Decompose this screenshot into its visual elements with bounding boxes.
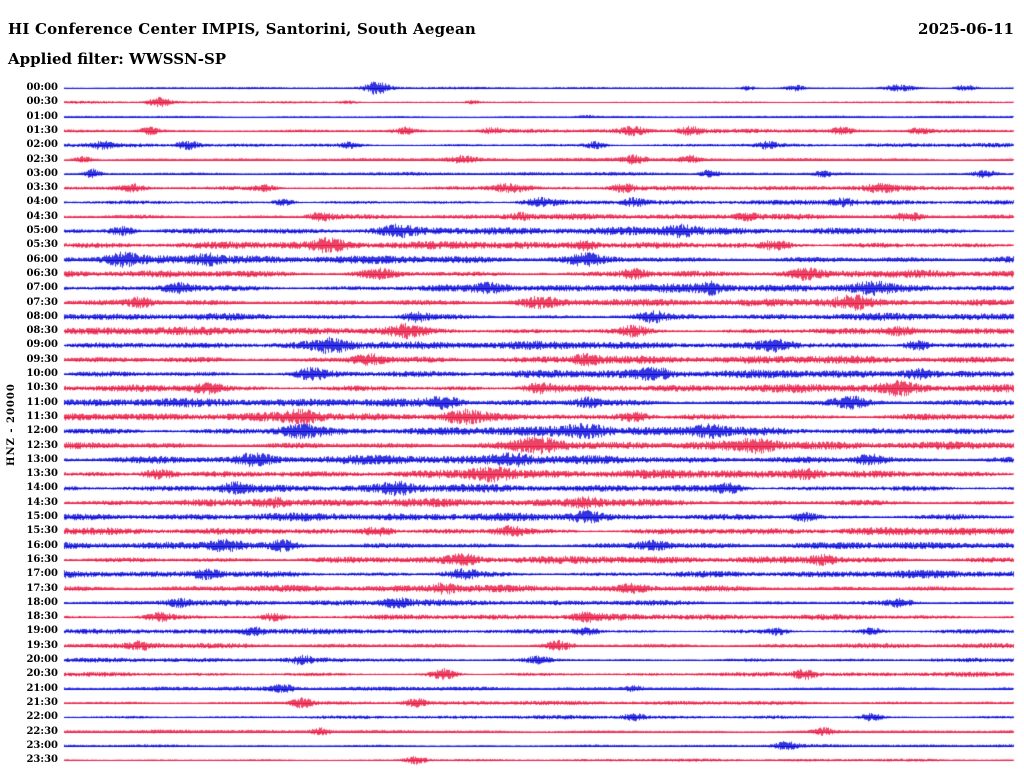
time-label: 06:30 [26, 267, 58, 279]
time-label: 15:00 [26, 511, 58, 522]
time-label: 00:00 [26, 82, 58, 93]
time-label: 06:00 [26, 253, 58, 265]
time-label: 02:00 [26, 139, 58, 151]
time-label: 21:30 [26, 696, 58, 708]
time-label: 09:30 [26, 353, 58, 365]
time-label: 08:30 [26, 325, 58, 337]
time-label: 12:00 [26, 425, 58, 437]
time-label: 14:30 [26, 496, 58, 508]
time-label: 20:00 [26, 654, 58, 665]
time-label: 10:00 [26, 368, 58, 379]
time-label: 13:30 [26, 468, 58, 480]
time-label: 22:30 [26, 725, 58, 737]
time-label: 08:00 [26, 310, 58, 322]
time-label: 12:30 [26, 439, 58, 451]
time-label: 13:00 [26, 453, 58, 465]
time-label: 03:30 [26, 182, 58, 194]
time-label: 07:30 [26, 296, 58, 308]
time-label: 04:30 [26, 210, 58, 222]
time-label: 05:30 [26, 239, 58, 251]
time-label: 19:00 [26, 625, 58, 637]
time-label: 18:00 [26, 596, 58, 608]
time-label: 20:30 [26, 668, 58, 680]
time-label: 19:30 [26, 639, 58, 651]
time-label: 05:00 [26, 225, 58, 236]
time-label: 02:30 [26, 153, 58, 165]
time-label: 01:00 [26, 110, 58, 122]
time-label: 18:30 [26, 611, 58, 623]
time-label: 03:00 [26, 167, 58, 179]
time-label: 11:00 [26, 396, 58, 408]
time-label: 23:00 [26, 739, 58, 751]
time-label: 04:00 [26, 196, 58, 208]
time-label: 22:00 [26, 711, 58, 723]
time-label: 09:00 [26, 339, 58, 351]
time-label: 23:30 [26, 754, 58, 766]
time-label: 00:30 [26, 96, 58, 108]
time-label: 07:00 [26, 282, 58, 294]
time-label: 17:00 [26, 568, 58, 580]
station-title: HI Conference Center IMPIS, Santorini, S… [8, 20, 477, 38]
time-label: 10:30 [26, 382, 58, 394]
time-label: 01:30 [26, 124, 58, 136]
time-label: 16:30 [26, 553, 58, 565]
date-label: 2025-06-11 [918, 20, 1014, 38]
time-label: 14:00 [26, 482, 58, 494]
filter-label: Applied filter: WWSSN-SP [8, 50, 227, 68]
time-label: 17:30 [26, 582, 58, 594]
time-label: 15:30 [26, 525, 58, 537]
time-label: 11:30 [26, 410, 58, 422]
time-label: 16:00 [26, 539, 58, 551]
time-label: 21:00 [26, 682, 58, 694]
